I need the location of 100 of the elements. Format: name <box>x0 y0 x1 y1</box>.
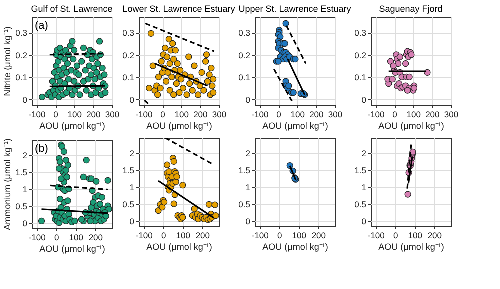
x-tick-label: 0 <box>54 110 59 120</box>
point <box>155 74 162 80</box>
y-tick-label: 0.2 <box>354 50 367 60</box>
point <box>170 200 178 208</box>
point <box>210 89 217 96</box>
x-tick-label: -100 <box>252 110 269 120</box>
y-tick-label: 1 <box>246 182 251 193</box>
chart-title: Saguenay Fjord <box>379 4 443 14</box>
y-tick-label: 0.5 <box>354 200 367 210</box>
point <box>410 84 418 92</box>
point <box>210 76 217 83</box>
y-tick-label: 0.1 <box>16 72 28 83</box>
point <box>186 80 194 88</box>
point <box>186 54 192 60</box>
x-tick-label: 200 <box>86 110 102 120</box>
point <box>166 87 174 94</box>
x-axis-title: AOU (μmol kg⁻¹) <box>378 121 444 131</box>
x-tick-label: 200 <box>88 232 104 242</box>
point <box>150 62 156 70</box>
y-tick-label: 0.3 <box>16 28 28 38</box>
point <box>212 202 218 208</box>
y-tick-label: 0 <box>246 94 251 105</box>
y-tick-label: 0.5 <box>122 200 135 210</box>
point <box>170 92 178 98</box>
point <box>178 76 185 83</box>
chart-title: Lower St. Lawrence Estuary <box>122 4 236 14</box>
x-tick-label: 200 <box>310 110 324 120</box>
point <box>191 206 198 212</box>
point <box>164 162 171 168</box>
y-tick-label: 0 <box>362 216 367 226</box>
x-tick-label: -100 <box>28 110 46 120</box>
point <box>176 89 183 96</box>
x-tick-label: 200 <box>428 230 442 240</box>
x-tick-label: -100 <box>368 230 386 240</box>
y-tick-label: 0.3 <box>238 28 251 38</box>
y-tick-label: 0 <box>246 216 251 226</box>
point <box>202 58 210 65</box>
y-tick-label: 0.2 <box>16 50 28 60</box>
point <box>159 204 166 211</box>
point <box>170 40 176 48</box>
point <box>158 58 165 65</box>
x-tick-label: 200 <box>312 230 326 240</box>
x-tick-label: 200 <box>196 230 210 240</box>
x-tick-label: 300 <box>105 110 120 120</box>
y-tick-label: 0.2 <box>238 50 251 60</box>
x-axis-title: AOU (μmol kg⁻¹) <box>40 121 106 131</box>
chart-title: Upper St. Lawrence Estuary <box>238 4 352 14</box>
point <box>206 72 213 78</box>
point <box>170 158 178 165</box>
point <box>164 54 171 60</box>
point <box>189 87 196 94</box>
y-tick-label: 0.3 <box>122 28 135 38</box>
x-tick-label: -100 <box>252 230 270 240</box>
x-tick-label: 100 <box>68 110 82 120</box>
x-tick-label: -100 <box>136 110 153 120</box>
x-tick-label: 100 <box>292 230 307 240</box>
point <box>174 174 180 180</box>
point <box>282 20 290 27</box>
x-tick-label: -100 <box>368 110 385 120</box>
y-tick-label: 1 <box>22 184 28 195</box>
y-axis-title: Nitrite (μmol kg⁻¹) <box>2 26 13 96</box>
y-tick-label: 1.5 <box>238 166 251 176</box>
point <box>206 201 213 208</box>
x-tick-label: 0 <box>392 110 398 120</box>
point <box>209 82 216 90</box>
point <box>286 82 292 90</box>
y-tick-label: 0.1 <box>122 72 135 83</box>
x-axis-title: AOU (μmol kg⁻¹) <box>378 242 444 252</box>
point <box>406 74 413 80</box>
y-tick-label: 0 <box>130 216 135 226</box>
point <box>200 87 208 94</box>
y-tick-label: 1.5 <box>122 166 135 176</box>
x-tick-label: 0 <box>160 110 166 120</box>
point <box>389 76 396 83</box>
y-tick-label: 0 <box>22 94 28 105</box>
point <box>162 78 170 85</box>
y-tick-label: 0.5 <box>16 202 28 212</box>
x-tick-label: 100 <box>408 230 423 240</box>
x-tick-label: 0 <box>394 230 399 240</box>
x-tick-label: 100 <box>406 110 422 120</box>
point <box>396 54 404 60</box>
point <box>168 74 176 80</box>
point <box>166 60 174 68</box>
y-tick-label: 1 <box>362 182 367 193</box>
y-tick-label: 0.2 <box>122 50 135 60</box>
point <box>162 44 169 52</box>
point <box>212 212 219 220</box>
point <box>208 64 215 72</box>
point <box>191 62 198 70</box>
y-tick-label: 0 <box>362 94 367 105</box>
annotation: (b) <box>35 143 48 155</box>
x-axis-title: AOU (μmol kg⁻¹) <box>262 121 328 131</box>
y-tick-label: 0.1 <box>354 72 367 83</box>
y-tick-label: 0.5 <box>238 200 251 210</box>
x-tick-label: 100 <box>174 110 190 120</box>
point <box>146 84 153 92</box>
x-axis-title: AOU (μmol kg⁻¹) <box>146 242 212 252</box>
x-tick-label: 200 <box>426 110 440 120</box>
point <box>154 92 162 98</box>
point <box>174 60 181 68</box>
